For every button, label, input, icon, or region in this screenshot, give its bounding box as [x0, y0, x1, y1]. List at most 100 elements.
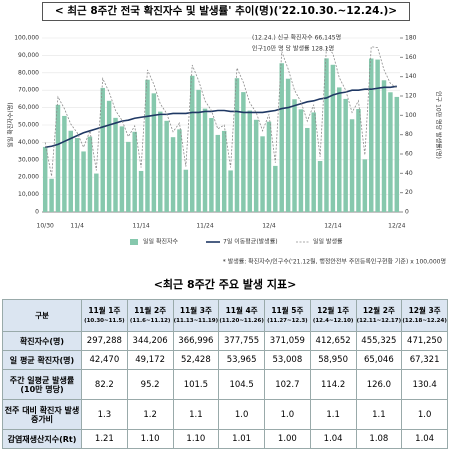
column-header: 11월 3주 (11.13~11.19) — [172, 299, 220, 332]
legend-label: 7일 이동평균(발생률) — [223, 238, 278, 246]
x-tick-label: 10/30 — [37, 223, 54, 230]
dashed-line — [44, 45, 398, 177]
table-cell: 95.2 — [126, 369, 174, 400]
y-tick-label: 0 — [35, 209, 39, 216]
bar — [247, 110, 253, 212]
corner-header: 구분 — [2, 299, 82, 332]
bar — [189, 75, 195, 213]
bar — [126, 141, 131, 212]
bar — [100, 87, 105, 212]
bar — [375, 59, 380, 212]
bar — [215, 134, 221, 212]
table-cell: 1.08 — [355, 429, 403, 449]
legend-label: 일일 발생률 — [313, 238, 343, 246]
table-row: 주간 일평균 발생률(10만 명당) 82.2 95.2 101.5 104.5 102.… — [2, 369, 448, 400]
column-header: 12월 2주 (12.11~12.17) — [355, 299, 403, 332]
table-cell: 1.1 — [309, 399, 357, 430]
bar — [183, 169, 189, 212]
table-cell: 102.7 — [264, 369, 311, 400]
table-cell: 1.04 — [401, 429, 448, 449]
table-cell: 58,950 — [309, 350, 357, 370]
bar — [337, 87, 342, 212]
table-cell: 104.5 — [218, 369, 265, 400]
y-tick-label: 10,000 — [18, 191, 39, 198]
row-header: 감염재생산지수(Rt) — [2, 429, 82, 449]
column-period: (12.18~12.24) — [402, 317, 447, 324]
table-cell: 297,288 — [81, 331, 128, 351]
bar — [292, 99, 297, 212]
y-tick-label: 30,000 — [18, 156, 39, 163]
bar — [145, 79, 150, 212]
bar — [132, 131, 137, 212]
bar — [62, 115, 67, 212]
table-row: 일 평균 확진자(명) 42,470 49,172 52,428 53,965 53,00… — [2, 350, 448, 370]
bar — [330, 64, 336, 213]
table-cell: 65,046 — [355, 350, 403, 370]
bar — [298, 109, 304, 212]
bar — [138, 170, 144, 212]
column-period: (11.27~12.3) — [267, 317, 308, 324]
table-cell: 52,428 — [172, 350, 220, 370]
table-cell: 53,965 — [218, 350, 265, 370]
indicator-table: 구분 11월 1주 (10.30~11.5) 11월 2주 (11.6~11.12) 11… — [2, 299, 448, 449]
chart-title: < 최근 8주간 전국 확진자수 및 발생률' 추이(명)('22.10.30.… — [42, 2, 410, 21]
table-cell: 371,059 — [264, 331, 311, 351]
y2-tick-label: 140 — [405, 73, 417, 80]
x-tick-label: 11/4 — [70, 223, 84, 230]
bar — [151, 93, 157, 212]
table-cell: 42,470 — [81, 350, 128, 370]
column-week: 11월 3주 — [179, 305, 212, 315]
y-tick-label: 80,000 — [18, 69, 39, 76]
bar — [362, 159, 368, 212]
y2-tick-label: 60 — [405, 151, 413, 158]
bar — [266, 121, 272, 212]
table-row: 확진자수(명) 297,288 344,206 366,996 377,755 371,0… — [2, 331, 448, 351]
bar — [285, 78, 291, 212]
y2-tick-label: 120 — [405, 93, 417, 100]
column-period: (12.4~12.10) — [312, 317, 354, 324]
bar — [279, 63, 284, 213]
table-cell: 1.1 — [172, 399, 220, 430]
annotation: 인구10만 명 당 발생률 128.1명 — [252, 45, 334, 53]
column-header: 11월 2주 (11.6~11.12) — [126, 299, 174, 332]
row-header: 일 평균 확진자(명) — [2, 350, 82, 370]
bar — [202, 108, 208, 212]
annotation: (12.24.) 신규 확진자수 66,145명 — [252, 34, 341, 42]
column-period: (11.6~11.12) — [129, 317, 171, 324]
table-row: 전주 대비 확진자 발생 증가비 1.3 1.2 1.1 1.0 1.0 1.1 1.1 1.0 — [2, 399, 448, 430]
bar — [260, 136, 265, 212]
x-tick-label: 12/4 — [262, 223, 276, 230]
table-cell: 114.2 — [309, 369, 357, 400]
x-tick-label: 11/24 — [196, 223, 213, 230]
table-row: 감염재생산지수(Rt) 1.21 1.10 1.10 1.01 1.00 1.04 1.08 1… — [2, 429, 448, 449]
y-tick-label: 50,000 — [18, 122, 39, 129]
column-week: 12월 3주 — [408, 305, 441, 315]
y2-tick-label: 20 — [405, 189, 413, 196]
bar — [106, 100, 112, 212]
table-cell: 67,321 — [401, 350, 448, 370]
row-header: 확진자수(명) — [2, 331, 82, 351]
table-cell: 49,172 — [126, 350, 174, 370]
column-header: 11월 5주 (11.27~12.3) — [264, 299, 311, 332]
bar — [273, 165, 278, 212]
y2-tick-label: 80 — [405, 131, 413, 138]
table-cell: 126.0 — [355, 369, 403, 400]
bar — [394, 96, 400, 212]
x-tick-label: 12/24 — [388, 223, 405, 230]
legend-label: 일일 확진자수 — [143, 238, 179, 246]
bar — [55, 104, 61, 212]
table-cell: 1.00 — [264, 429, 311, 449]
x-tick-label: 12/14 — [324, 223, 341, 230]
bar — [241, 92, 246, 212]
column-week: 11월 1주 — [88, 305, 121, 315]
bar — [74, 138, 80, 212]
table-cell: 471,250 — [401, 331, 448, 351]
bar — [356, 108, 361, 212]
table-cell: 1.21 — [81, 429, 128, 449]
table-cell: 130.4 — [401, 369, 448, 400]
column-week: 12월 2주 — [362, 305, 395, 315]
bar — [87, 136, 93, 212]
bar — [228, 170, 233, 212]
bar — [209, 118, 214, 212]
